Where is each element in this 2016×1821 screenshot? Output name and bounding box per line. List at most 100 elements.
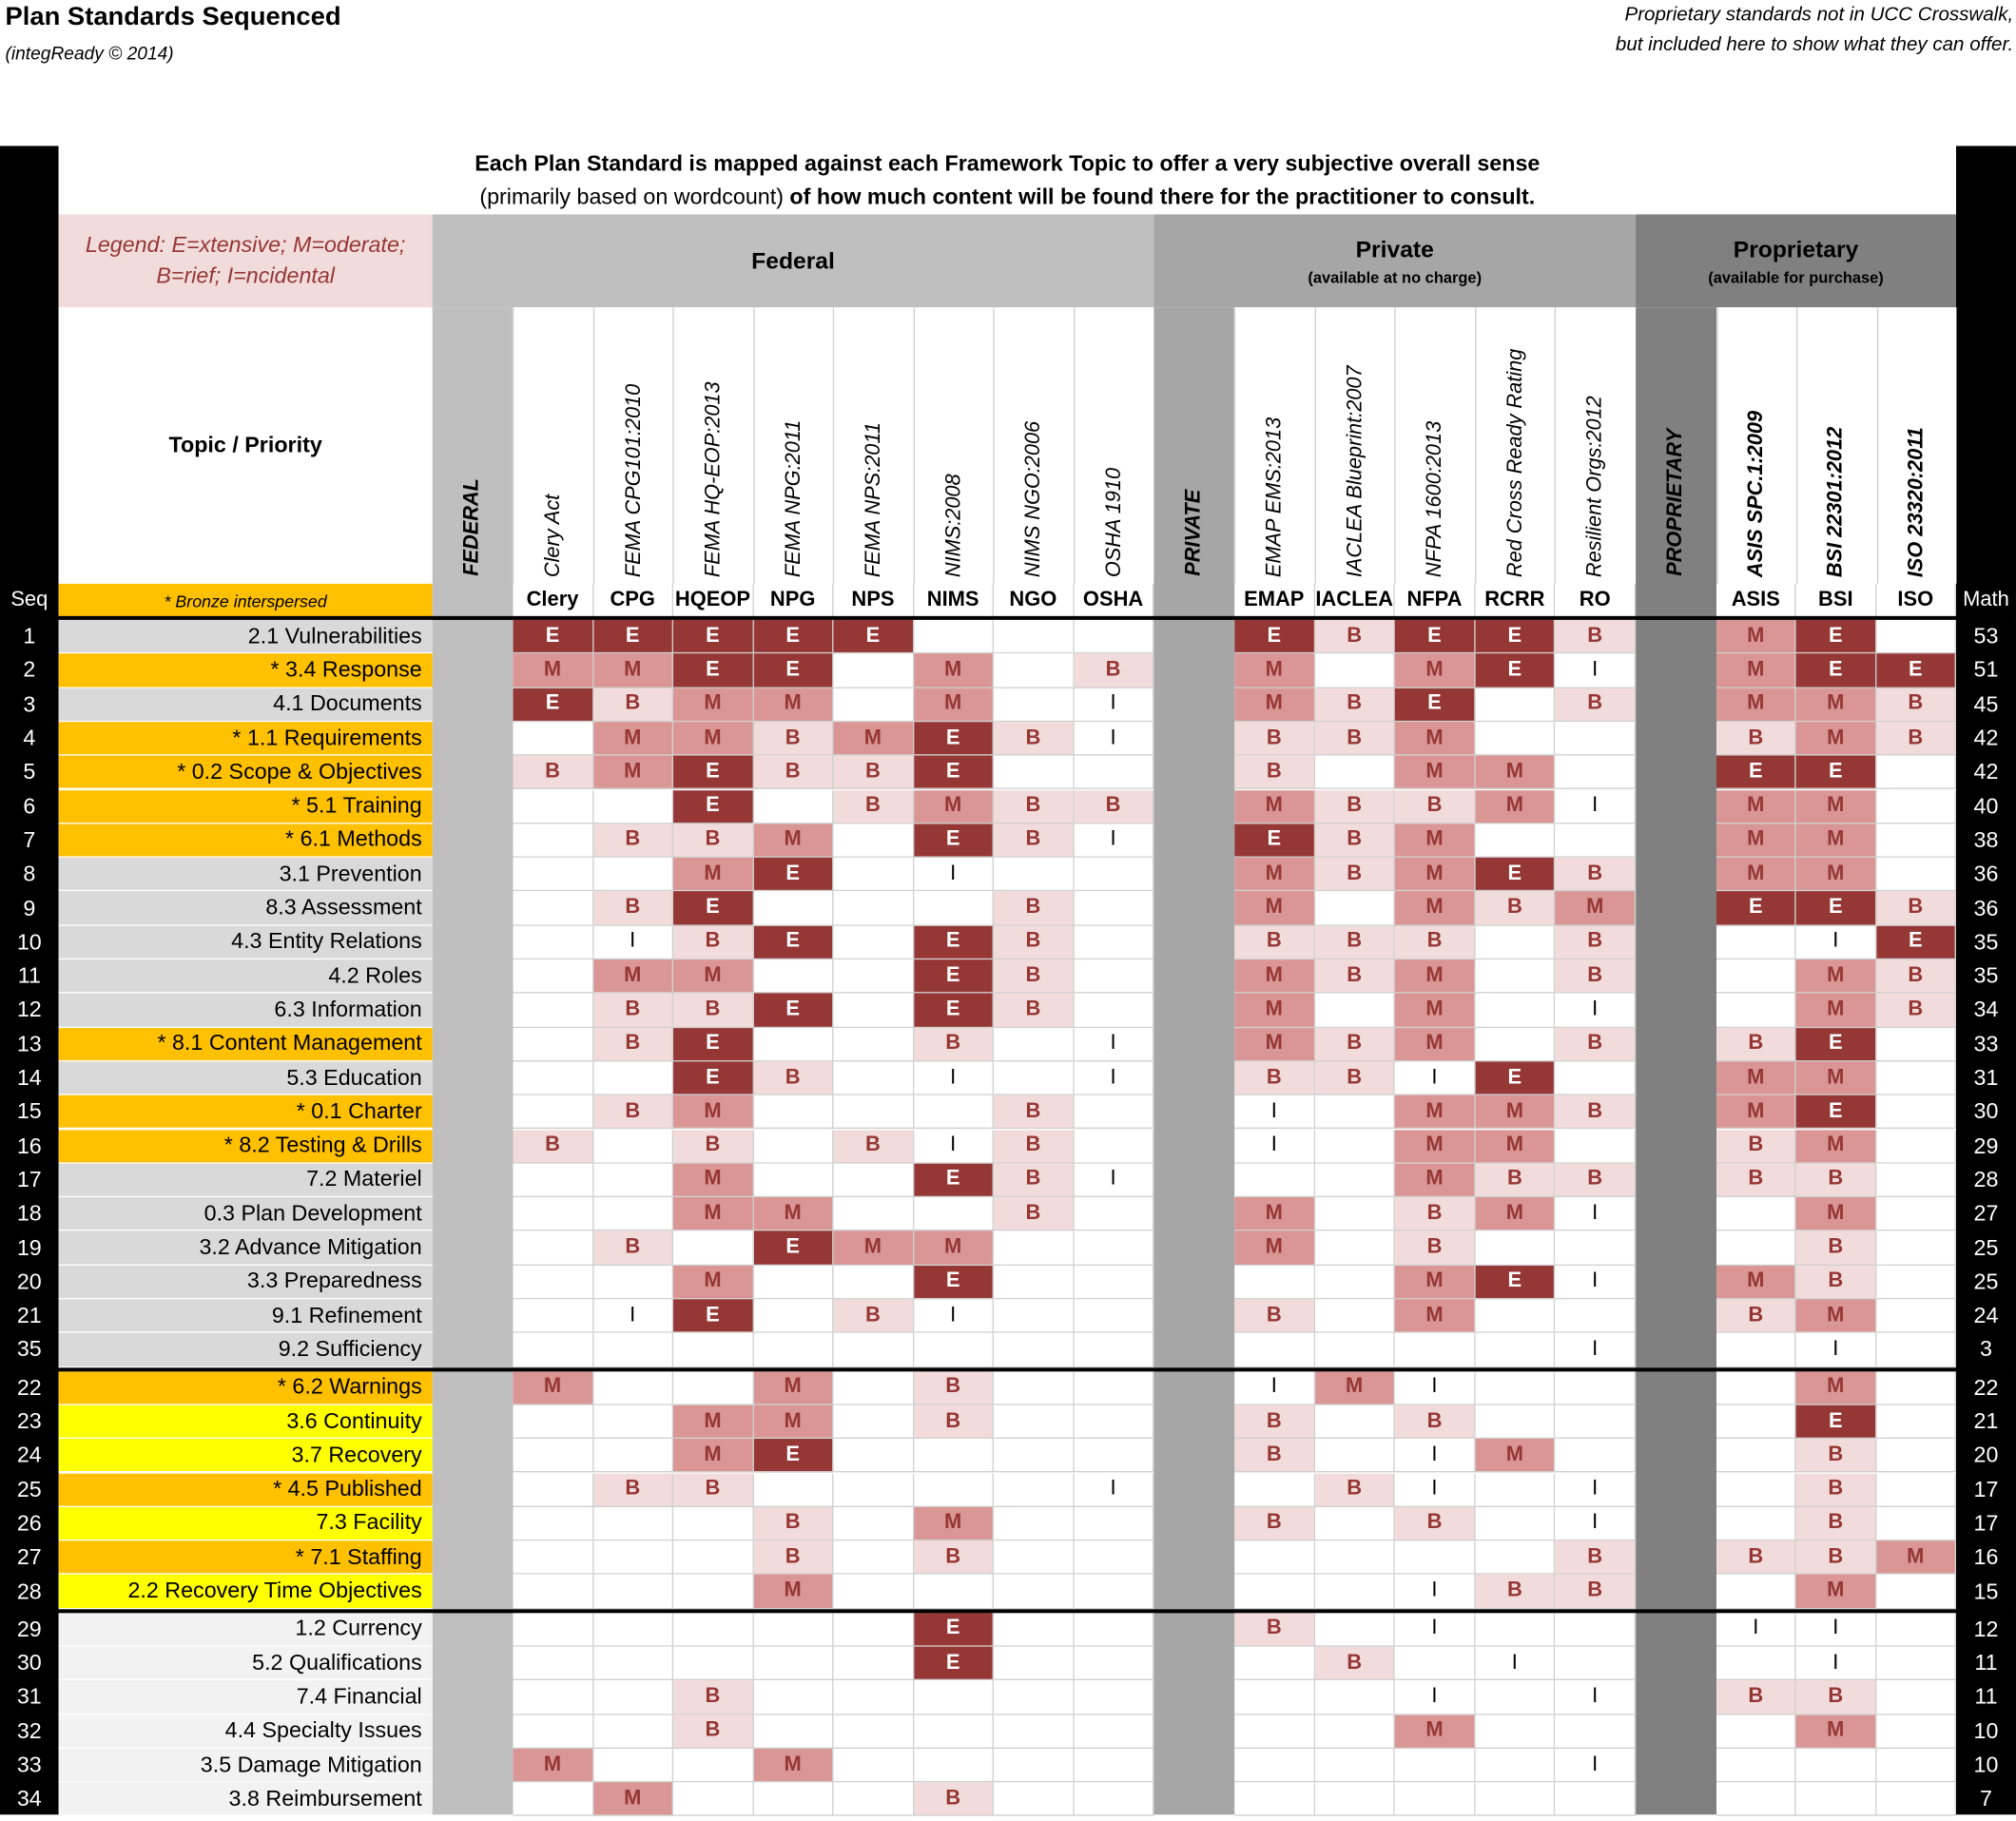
rating-cell: M bbox=[1394, 653, 1476, 688]
empty-cell bbox=[513, 1473, 593, 1507]
empty-cell bbox=[833, 1061, 914, 1096]
empty-cell bbox=[1074, 993, 1154, 1028]
empty-cell bbox=[993, 1265, 1075, 1300]
empty-cell bbox=[833, 1540, 914, 1576]
rating-cell: M bbox=[753, 1575, 834, 1609]
empty-cell bbox=[1555, 1299, 1637, 1334]
seq: 6 bbox=[23, 793, 36, 819]
column-name: BSI 22301:2012 bbox=[1795, 307, 1876, 584]
seq: 9 bbox=[23, 895, 36, 920]
seq: 33 bbox=[16, 1753, 42, 1777]
rating-cell: E bbox=[673, 789, 754, 824]
rating-cell: I bbox=[1234, 1095, 1315, 1130]
empty-cell bbox=[1555, 755, 1637, 790]
rating-cell: B bbox=[513, 1129, 593, 1164]
empty-cell bbox=[1234, 1680, 1315, 1715]
empty-cell bbox=[1234, 1714, 1315, 1749]
empty-cell bbox=[513, 959, 593, 994]
empty-cell bbox=[1475, 1680, 1556, 1715]
math: 7 bbox=[1980, 1786, 1992, 1811]
math: 38 bbox=[1973, 827, 1999, 853]
topic: 4.2 Roles bbox=[58, 959, 433, 994]
empty-cell bbox=[1234, 1473, 1315, 1507]
topic: 7.3 Facility bbox=[58, 1506, 433, 1541]
seq: 4 bbox=[23, 726, 36, 751]
rating-cell: M bbox=[1716, 789, 1796, 824]
rating-cell: B bbox=[753, 755, 834, 790]
rating-cell: I bbox=[1234, 1129, 1315, 1164]
rating-cell: M bbox=[673, 1265, 754, 1300]
column-name: Resilient Orgs:2012 bbox=[1555, 307, 1637, 584]
empty-cell bbox=[1716, 1748, 1796, 1783]
seq: 32 bbox=[16, 1718, 42, 1744]
rating-cell: I bbox=[1394, 1473, 1476, 1507]
empty-cell bbox=[833, 1370, 914, 1405]
rating-cell: B bbox=[513, 755, 593, 790]
banner-line: Each Plan Standard is mapped against eac… bbox=[475, 150, 1541, 176]
math: 31 bbox=[1973, 1065, 1999, 1091]
seq: 29 bbox=[16, 1617, 42, 1642]
math: 33 bbox=[1973, 1031, 1999, 1056]
rating-cell: M bbox=[753, 823, 834, 858]
rating-cell: B bbox=[993, 722, 1075, 756]
empty-cell bbox=[1394, 1748, 1476, 1783]
topic: * 5.1 Training bbox=[58, 789, 433, 824]
math: 36 bbox=[1973, 862, 1999, 887]
empty-cell bbox=[993, 1404, 1075, 1440]
topic: 2.1 Vulnerabilities bbox=[58, 619, 433, 654]
rating-cell: M bbox=[673, 688, 754, 723]
empty-cell bbox=[993, 755, 1075, 790]
empty-cell bbox=[993, 1439, 1075, 1474]
empty-cell bbox=[1234, 1646, 1315, 1681]
rating-cell: B bbox=[753, 1506, 834, 1541]
empty-cell bbox=[1314, 1439, 1395, 1474]
empty-cell bbox=[1875, 1163, 1956, 1198]
rating-cell: M bbox=[673, 1095, 754, 1130]
empty-cell bbox=[1555, 1061, 1637, 1096]
rating-cell: M bbox=[1394, 1714, 1476, 1749]
empty-cell bbox=[1074, 1540, 1154, 1576]
rating-cell: E bbox=[1795, 1095, 1876, 1130]
empty-cell bbox=[833, 823, 914, 858]
empty-cell bbox=[833, 688, 914, 723]
empty-cell bbox=[1074, 1680, 1154, 1715]
empty-cell bbox=[833, 1095, 914, 1130]
empty-cell bbox=[1074, 1646, 1154, 1681]
rating-cell: B bbox=[1234, 925, 1315, 960]
rating-cell: E bbox=[1795, 1404, 1876, 1440]
column-code: NFPA bbox=[1394, 583, 1476, 618]
rating-cell: B bbox=[993, 1163, 1075, 1198]
seq: 20 bbox=[16, 1269, 42, 1294]
rating-cell: M bbox=[592, 1782, 674, 1817]
empty-cell bbox=[993, 1714, 1075, 1749]
seq: 34 bbox=[16, 1786, 42, 1811]
rating-cell: I bbox=[1394, 1575, 1476, 1609]
empty-cell bbox=[993, 1473, 1075, 1507]
rating-cell: M bbox=[1394, 722, 1476, 756]
rating-cell: B bbox=[1314, 688, 1395, 723]
separator-label: PROPRIETARY bbox=[1664, 428, 1687, 576]
rating-cell: B bbox=[1875, 891, 1956, 926]
empty-cell bbox=[1716, 959, 1796, 994]
empty-cell bbox=[993, 1333, 1075, 1367]
empty-cell bbox=[833, 959, 914, 994]
empty-cell bbox=[753, 1333, 834, 1367]
empty-cell bbox=[993, 1680, 1075, 1715]
empty-cell bbox=[513, 1646, 593, 1681]
rating-cell: B bbox=[833, 1299, 914, 1334]
legend-line: B=rief; I=ncidental bbox=[156, 263, 335, 288]
empty-cell bbox=[833, 1163, 914, 1198]
math: 16 bbox=[1973, 1544, 1999, 1570]
empty-cell bbox=[1875, 1061, 1956, 1096]
empty-cell bbox=[1074, 1230, 1154, 1266]
math: 30 bbox=[1973, 1099, 1999, 1125]
rating-cell: M bbox=[1394, 823, 1476, 858]
column-name: Red Cross Ready Rating bbox=[1475, 307, 1556, 584]
empty-cell bbox=[993, 619, 1075, 654]
title: Plan Standards Sequenced bbox=[5, 2, 341, 31]
rating-cell: B bbox=[1475, 1163, 1556, 1198]
rating-cell: M bbox=[1795, 1061, 1876, 1096]
rating-cell: I bbox=[1394, 1370, 1476, 1405]
rating-cell: M bbox=[1795, 1714, 1876, 1749]
rating-cell: I bbox=[1555, 993, 1637, 1028]
